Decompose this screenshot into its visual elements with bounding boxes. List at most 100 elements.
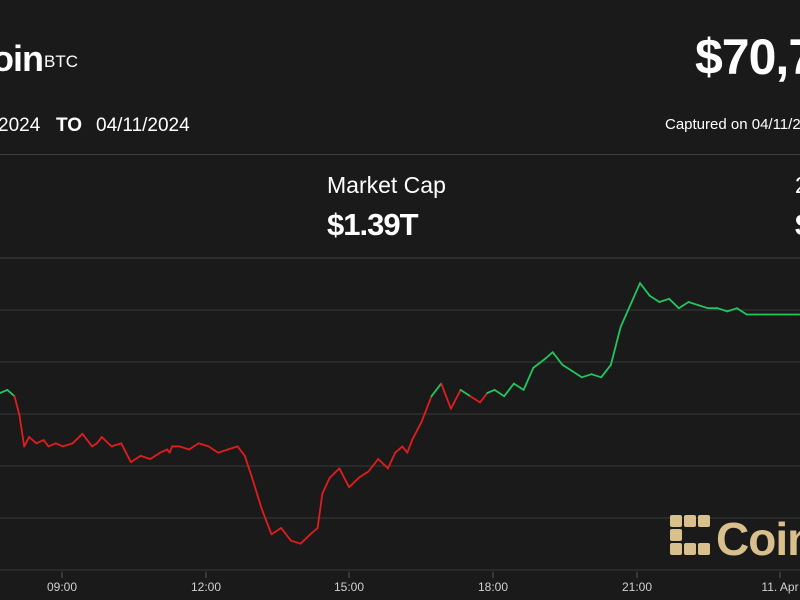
price-line-segment — [420, 395, 433, 423]
price-line-segment — [406, 439, 414, 454]
price-line-segment — [28, 436, 38, 445]
x-tick-label: 11. Apr — [761, 580, 798, 594]
price-line-segment — [217, 448, 229, 454]
price-line-segment — [571, 370, 583, 379]
price-line-segment — [129, 454, 142, 464]
price-line-segment — [544, 351, 554, 360]
price-line-segment — [532, 357, 547, 369]
price-line-segment — [513, 382, 525, 391]
price-line-segment — [321, 476, 331, 495]
price-line-segment — [677, 301, 690, 310]
price-line-segment — [6, 388, 16, 398]
price-line-segment — [697, 304, 709, 310]
price-line-segment — [188, 442, 200, 451]
price-line-segment — [367, 458, 380, 473]
price-line-segment — [42, 439, 50, 448]
price-line-segment — [629, 282, 641, 307]
price-line-segment — [522, 366, 535, 391]
price-line-segment — [110, 442, 123, 448]
price-line-segment — [81, 432, 93, 448]
price-line-segment — [207, 445, 220, 454]
date-range-end: 04/11/2024 — [96, 115, 190, 136]
current-price: $70,7 — [695, 29, 800, 85]
price-line-segment — [479, 392, 489, 404]
price-line-segment — [260, 508, 273, 536]
header-divider — [0, 154, 800, 155]
price-line-segment — [120, 442, 132, 464]
price-line-segment — [280, 527, 292, 542]
price-line-segment — [486, 388, 496, 394]
price-line-segment — [401, 445, 409, 454]
x-tick-label: 21:00 — [622, 580, 652, 594]
price-line-segment — [168, 445, 174, 454]
captured-timestamp: Captured on 04/11/20 — [665, 116, 800, 133]
price-line-segment — [726, 307, 738, 313]
price-line-segment — [668, 297, 680, 310]
price-line-segment — [610, 326, 622, 366]
right-stat-label: 2 — [795, 172, 800, 199]
price-line-segment — [338, 467, 351, 489]
price-line-segment — [716, 307, 729, 313]
asset-ticker: BTC — [44, 52, 78, 71]
price-line-segment — [309, 527, 319, 536]
price-line-segment — [328, 467, 341, 479]
price-line-segment — [394, 445, 404, 454]
price-line-segment — [226, 445, 239, 451]
price-line-segment — [13, 395, 21, 416]
price-line-segment — [357, 470, 370, 479]
price-line-segment — [18, 414, 26, 448]
right-stat-value: $ — [795, 207, 800, 243]
price-line-segment — [440, 382, 452, 410]
coindesk-logo-icon — [668, 513, 712, 562]
x-tick-label: 18:00 — [478, 580, 508, 594]
price-line-segment — [197, 442, 210, 448]
price-line-segment — [236, 445, 246, 457]
price-line-segment — [348, 476, 360, 489]
price-line-segment — [619, 304, 632, 329]
price-line-segment — [590, 373, 603, 379]
price-line-segment — [736, 307, 748, 316]
price-line-segment — [386, 451, 397, 470]
price-line-segment — [411, 420, 423, 442]
price-line-segment — [377, 458, 389, 470]
market-cap-label: Market Cap — [327, 172, 446, 198]
price-line-segment — [299, 533, 312, 545]
price-line-segment — [648, 294, 661, 303]
price-line-segment — [316, 492, 324, 529]
price-line-segment — [600, 363, 612, 379]
price-line-segment — [178, 445, 191, 451]
market-cap-value: $1.39T — [327, 207, 419, 242]
price-line-segment — [687, 301, 700, 307]
x-tick-label: 15:00 — [334, 580, 364, 594]
price-line-segment — [493, 388, 506, 398]
price-line-segment — [449, 388, 462, 410]
price-line — [0, 282, 800, 545]
price-line-segment — [62, 442, 74, 448]
date-range-start: 2024 — [0, 115, 41, 136]
price-line-segment — [91, 442, 98, 448]
price-line-segment — [149, 451, 161, 460]
price-line-segment — [270, 527, 283, 536]
x-tick-label: 09:00 — [47, 580, 77, 594]
price-line-segment — [54, 442, 64, 448]
price-line-segment — [503, 382, 515, 398]
price-line-segment — [23, 436, 31, 448]
price-line-segment — [159, 448, 169, 454]
price-line-segment — [35, 439, 45, 445]
price-line-segment — [139, 454, 152, 460]
price-line-segment — [0, 388, 9, 394]
logo-wordmark: Coin — [716, 513, 800, 565]
price-line-segment — [430, 382, 443, 398]
date-range-to-label: TO — [56, 115, 83, 136]
price-line-segment — [251, 476, 263, 511]
x-tick-label: 12:00 — [191, 580, 221, 594]
x-axis-ticks: 09:00 12:00 15:00 18:00 21:00 11. Apr — [47, 572, 799, 594]
price-line-segment — [96, 436, 103, 445]
price-line-segment — [243, 454, 254, 479]
price-line-segment — [658, 297, 670, 303]
asset-name: oin — [0, 38, 44, 79]
price-line-segment — [47, 442, 57, 448]
chart-grid — [0, 257, 800, 571]
price-line-segment — [469, 395, 481, 404]
